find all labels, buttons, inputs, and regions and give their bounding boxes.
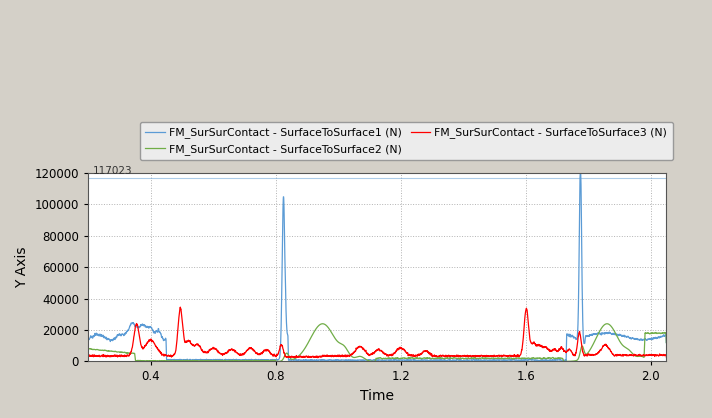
FM_SurSurContact - SurfaceToSurface1 (N) — [331, 357, 340, 362]
FM_SurSurContact - SurfaceToSurface2 (N) — [327, 329, 335, 334]
Legend: FM_SurSurContact - SurfaceToSurface1 (N), FM_SurSurContact - SurfaceToSurface2 (: FM_SurSurContact - SurfaceToSurface1 (N)… — [140, 122, 673, 160]
Y-axis label: Y Axis: Y Axis — [15, 247, 29, 288]
FM_SurSurContact - SurfaceToSurface1 (N) — [644, 336, 653, 342]
Line: FM_SurSurContact - SurfaceToSurface1 (N): FM_SurSurContact - SurfaceToSurface1 (N) — [88, 173, 666, 361]
FM_SurSurContact - SurfaceToSurface2 (N) — [371, 359, 379, 364]
FM_SurSurContact - SurfaceToSurface3 (N) — [662, 354, 671, 359]
FM_SurSurContact - SurfaceToSurface3 (N) — [84, 355, 93, 360]
Text: 117023: 117023 — [93, 166, 132, 176]
FM_SurSurContact - SurfaceToSurface2 (N) — [359, 355, 367, 360]
Line: FM_SurSurContact - SurfaceToSurface3 (N): FM_SurSurContact - SurfaceToSurface3 (N) — [88, 307, 666, 358]
FM_SurSurContact - SurfaceToSurface3 (N) — [644, 353, 653, 358]
FM_SurSurContact - SurfaceToSurface1 (N) — [84, 348, 93, 353]
FM_SurSurContact - SurfaceToSurface3 (N) — [176, 305, 184, 310]
FM_SurSurContact - SurfaceToSurface1 (N) — [479, 358, 488, 363]
Line: FM_SurSurContact - SurfaceToSurface2 (N): FM_SurSurContact - SurfaceToSurface2 (N) — [88, 324, 666, 362]
FM_SurSurContact - SurfaceToSurface2 (N) — [504, 356, 513, 361]
FM_SurSurContact - SurfaceToSurface2 (N) — [332, 337, 340, 342]
FM_SurSurContact - SurfaceToSurface3 (N) — [504, 354, 513, 359]
FM_SurSurContact - SurfaceToSurface2 (N) — [616, 339, 624, 344]
FM_SurSurContact - SurfaceToSurface1 (N) — [359, 358, 367, 363]
FM_SurSurContact - SurfaceToSurface3 (N) — [616, 352, 624, 357]
X-axis label: Time: Time — [360, 389, 394, 403]
FM_SurSurContact - SurfaceToSurface2 (N) — [84, 353, 93, 358]
FM_SurSurContact - SurfaceToSurface2 (N) — [644, 331, 653, 336]
FM_SurSurContact - SurfaceToSurface3 (N) — [332, 353, 340, 358]
FM_SurSurContact - SurfaceToSurface2 (N) — [318, 321, 327, 326]
FM_SurSurContact - SurfaceToSurface2 (N) — [662, 340, 671, 345]
FM_SurSurContact - SurfaceToSurface1 (N) — [327, 358, 335, 363]
FM_SurSurContact - SurfaceToSurface1 (N) — [662, 340, 671, 345]
FM_SurSurContact - SurfaceToSurface1 (N) — [616, 332, 624, 337]
FM_SurSurContact - SurfaceToSurface1 (N) — [504, 358, 513, 363]
FM_SurSurContact - SurfaceToSurface3 (N) — [327, 354, 335, 359]
FM_SurSurContact - SurfaceToSurface1 (N) — [576, 171, 585, 176]
FM_SurSurContact - SurfaceToSurface3 (N) — [359, 347, 367, 352]
